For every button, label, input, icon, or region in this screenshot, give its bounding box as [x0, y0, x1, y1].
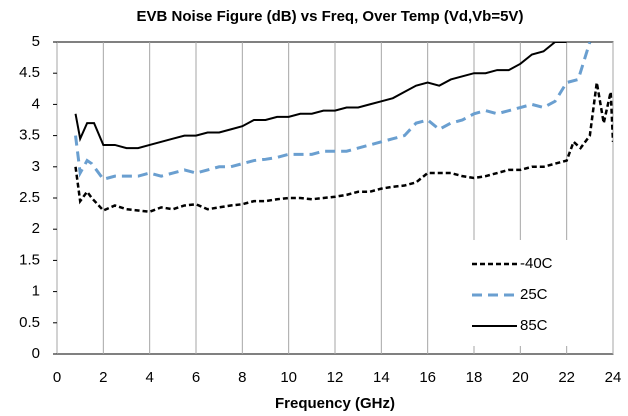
x-tick-label: 10: [280, 369, 297, 386]
y-tick-label: 4.5: [19, 64, 40, 81]
x-tick-label: 8: [238, 369, 246, 386]
y-tick-label: 0: [32, 345, 40, 362]
legend-box: [462, 240, 605, 346]
chart-title: EVB Noise Figure (dB) vs Freq, Over Temp…: [137, 8, 524, 25]
y-tick-label: 5: [32, 33, 40, 50]
y-tick-label: 3: [32, 158, 40, 175]
y-tick-label: 1: [32, 283, 40, 300]
y-tick-label: 1.5: [19, 251, 40, 268]
y-tick-label: 0.5: [19, 314, 40, 331]
plot-lines: [74, 42, 613, 214]
y-tick-label: 4: [32, 95, 40, 112]
x-axis-label: Frequency (GHz): [275, 395, 395, 412]
x-tick-label: 22: [558, 369, 575, 386]
legend-label: 25C: [520, 286, 548, 303]
x-tick-label: 16: [419, 369, 436, 386]
y-tick-label: 2.5: [19, 189, 40, 206]
x-tick-label: 14: [373, 369, 390, 386]
series-line: [74, 42, 567, 150]
x-tick-label: 4: [145, 369, 153, 386]
x-tick-label: 0: [53, 369, 61, 386]
y-tick-label: 3.5: [19, 127, 40, 144]
x-tick-label: 12: [327, 369, 344, 386]
legend-label: 85C: [520, 317, 548, 334]
x-tick-label: 6: [192, 369, 200, 386]
y-tick-label: 2: [32, 220, 40, 237]
x-tick-label: 20: [512, 369, 529, 386]
x-tick-label: 18: [466, 369, 483, 386]
x-tick-label: 2: [99, 369, 107, 386]
legend-label: -40C: [520, 255, 553, 272]
series-line: [74, 42, 592, 181]
x-tick-label: 24: [605, 369, 622, 386]
series-line: [74, 82, 613, 214]
